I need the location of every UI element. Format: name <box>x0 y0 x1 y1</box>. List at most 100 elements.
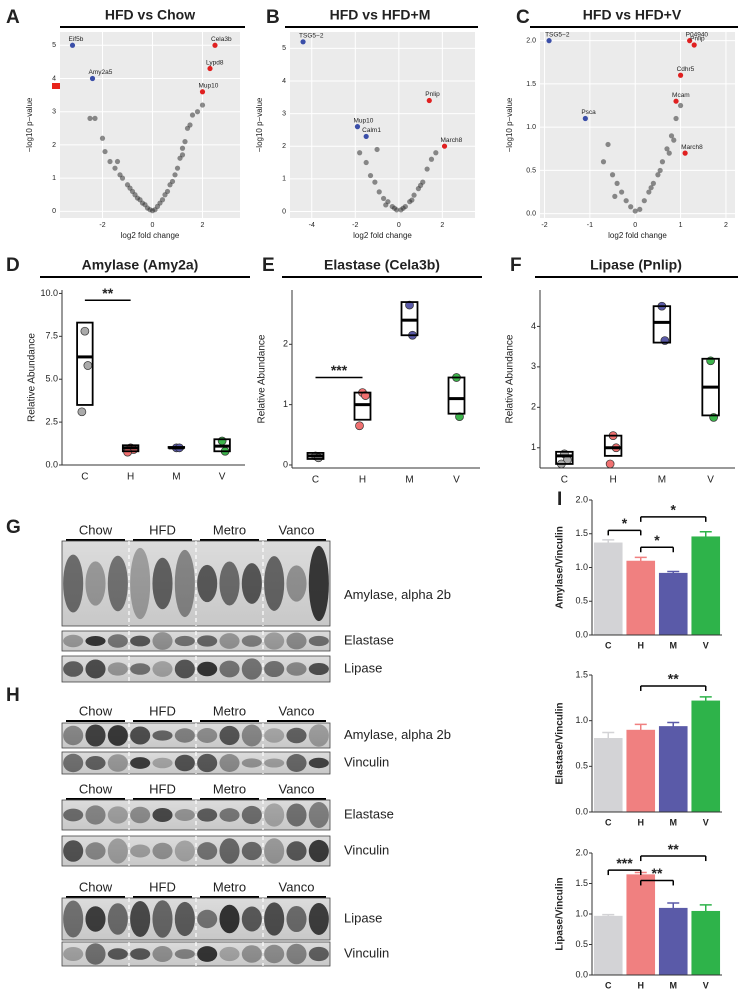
x-tick-label: H <box>610 475 617 486</box>
y-axis-label: −log10 p−value <box>25 97 34 152</box>
y-tick-label: 1.0 <box>575 908 588 918</box>
y-tick-label: 0.0 <box>526 211 536 218</box>
y-tick-label: 1 <box>531 442 536 452</box>
highlight-point <box>687 38 693 44</box>
plot-background <box>60 32 240 218</box>
blot-band <box>241 758 262 768</box>
highlight-point <box>677 72 684 78</box>
point <box>164 188 171 195</box>
highlight-point <box>207 65 213 72</box>
blot-band <box>241 906 262 932</box>
blot-band <box>308 839 329 863</box>
y-tick-label: 2 <box>531 402 536 412</box>
blot-band <box>152 730 173 741</box>
bar <box>691 700 721 812</box>
group-label: HFD <box>149 879 176 894</box>
y-axis-label: Elastase/Vinculin <box>555 702 566 784</box>
point <box>411 192 417 198</box>
blot-band <box>107 725 128 746</box>
blot-band <box>85 805 106 825</box>
blot-band <box>63 840 84 862</box>
blot-strip <box>61 722 331 749</box>
point <box>172 172 178 178</box>
panel-label: E <box>262 255 275 276</box>
point-label: TSG5−2 <box>299 33 324 40</box>
x-tick-label: -2 <box>541 222 547 229</box>
box <box>400 301 419 337</box>
group-label: Metro <box>213 703 246 718</box>
blot-band <box>308 802 329 828</box>
x-tick-label: C <box>312 475 319 486</box>
x-tick-label: 2 <box>440 222 444 229</box>
significance-label: *** <box>616 855 633 871</box>
group-label: Chow <box>79 522 113 537</box>
bar <box>593 738 623 812</box>
group-label: Vanco <box>279 781 315 796</box>
blot-label: Elastase <box>344 632 394 647</box>
blot-band <box>63 554 84 613</box>
x-tick-label: C <box>605 980 612 990</box>
highlight-point <box>354 124 361 130</box>
y-tick-label: 2.0 <box>575 494 588 504</box>
blot-band <box>63 946 84 962</box>
point <box>417 182 424 188</box>
point-label: Lypd8 <box>206 59 224 66</box>
blot-label: Elastase <box>344 806 394 821</box>
highlight-point <box>691 42 697 48</box>
point <box>409 197 415 203</box>
blot-band <box>152 557 173 610</box>
y-tick-label: 0.5 <box>526 167 536 174</box>
x-tick-label: H <box>638 980 645 990</box>
point <box>609 172 616 178</box>
box <box>555 450 574 465</box>
blot-band <box>130 547 151 620</box>
highlight-point <box>441 143 448 149</box>
blot-band <box>63 900 84 938</box>
point-label: Calm1 <box>362 127 381 134</box>
bar <box>658 907 688 975</box>
blot-band <box>286 662 307 676</box>
y-tick-label: 0.5 <box>575 761 588 771</box>
blot-band <box>197 753 218 773</box>
y-tick-label: 1.5 <box>575 528 588 538</box>
point <box>199 102 206 108</box>
bar <box>658 726 688 812</box>
y-axis-label: Relative Abundance <box>505 334 516 423</box>
point <box>655 172 661 178</box>
x-tick-label: M <box>172 472 180 483</box>
point <box>374 146 380 153</box>
blot-band <box>264 838 285 864</box>
blot-band <box>107 634 128 648</box>
bar <box>593 542 623 635</box>
highlight-point <box>69 42 76 48</box>
point <box>671 137 677 143</box>
x-tick-label: H <box>638 817 645 827</box>
y-axis-label: Lipase/Vinculin <box>555 877 566 950</box>
blot-strip <box>61 655 331 683</box>
error-bar <box>634 723 647 736</box>
group-label: Vanco <box>279 879 315 894</box>
point-label: March8 <box>681 144 703 151</box>
panel-label: F <box>510 255 522 276</box>
y-tick-label: 0.5 <box>575 596 588 606</box>
blot-band <box>197 808 218 822</box>
blot-band <box>264 728 285 743</box>
error-bar <box>634 556 647 565</box>
blot-band <box>107 555 128 612</box>
point <box>455 412 464 422</box>
highlight-point <box>426 97 432 104</box>
highlight-point <box>199 89 206 95</box>
error-bar <box>699 530 712 542</box>
panel-label: H <box>6 685 20 706</box>
point <box>380 195 387 202</box>
group-label: HFD <box>149 522 176 537</box>
blot-band <box>107 806 128 824</box>
highlight-point <box>546 38 552 44</box>
y-tick-label: 4 <box>282 78 286 85</box>
point-label: Psca <box>581 109 596 116</box>
bar <box>691 536 721 635</box>
point <box>107 158 113 165</box>
blot-band <box>219 725 240 746</box>
blot-band <box>130 900 151 938</box>
